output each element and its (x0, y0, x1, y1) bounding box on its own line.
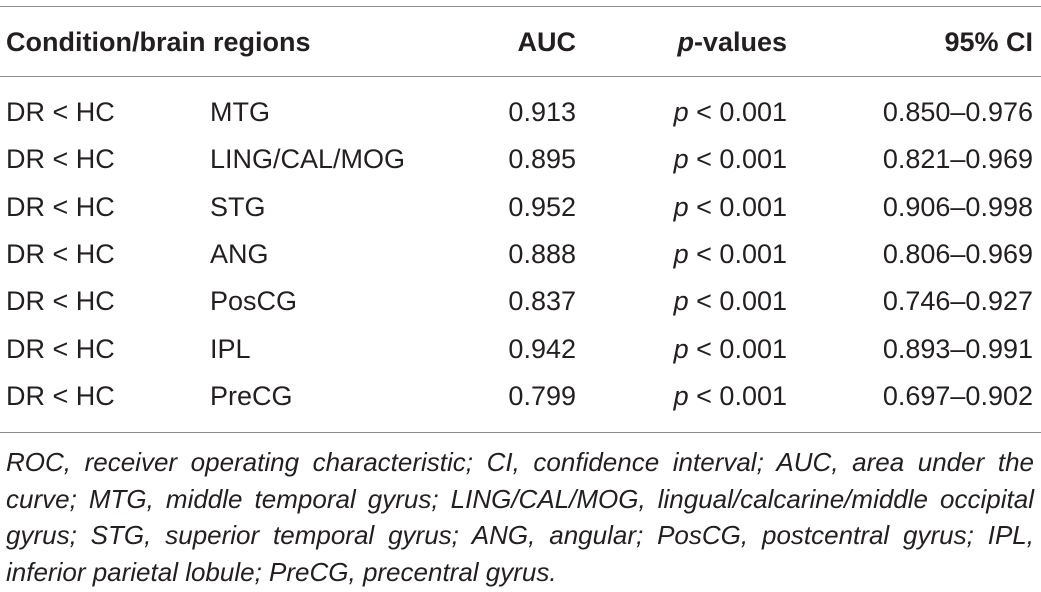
row-p-italic: p (673, 192, 689, 222)
row-region: ANG (210, 239, 269, 269)
row-p-italic: p (673, 97, 689, 127)
row-p-italic: p (673, 334, 689, 364)
row-condition: DR < HC (6, 144, 115, 174)
row-ci: 0.850–0.976 (882, 97, 1033, 127)
row-auc: 0.888 (508, 239, 576, 269)
row-condition: DR < HC (6, 334, 115, 364)
row-p-value: p < 0.001 (674, 238, 787, 270)
header-p-values: p-values (677, 26, 787, 58)
row-condition: DR < HC (6, 192, 115, 222)
row-p-rest: < 0.001 (688, 192, 787, 222)
header-ci: 95% CI (944, 27, 1033, 57)
header-auc: AUC (517, 27, 577, 57)
row-p-italic: p (673, 144, 689, 174)
row-ci: 0.906–0.998 (882, 192, 1033, 222)
row-region: STG (210, 192, 266, 222)
row-ci: 0.821–0.969 (882, 144, 1033, 174)
row-ci: 0.806–0.969 (882, 239, 1033, 269)
row-p-rest: < 0.001 (688, 334, 787, 364)
row-auc: 0.913 (508, 97, 576, 127)
row-condition: DR < HC (6, 286, 115, 316)
table-top-rule (0, 6, 1041, 7)
row-condition: DR < HC (6, 381, 115, 411)
row-p-value: p < 0.001 (674, 285, 787, 317)
header-condition: Condition/brain regions (6, 27, 311, 57)
header-p-rest: -values (693, 27, 787, 57)
row-p-value: p < 0.001 (674, 191, 787, 223)
table-bottom-rule (0, 432, 1041, 433)
table-footnote: ROC, receiver operating characteristic; … (6, 447, 1034, 587)
row-auc: 0.799 (508, 381, 576, 411)
row-auc: 0.895 (508, 144, 576, 174)
row-ci: 0.893–0.991 (882, 334, 1033, 364)
row-region: LING/CAL/MOG (210, 144, 406, 174)
row-region: IPL (210, 334, 251, 364)
row-auc: 0.942 (508, 334, 576, 364)
header-p-italic: p (677, 27, 694, 57)
row-region: PosCG (210, 286, 298, 316)
row-ci: 0.697–0.902 (882, 381, 1033, 411)
row-p-value: p < 0.001 (674, 96, 787, 128)
row-p-rest: < 0.001 (688, 239, 787, 269)
row-p-italic: p (673, 286, 689, 316)
row-condition: DR < HC (6, 97, 115, 127)
row-p-value: p < 0.001 (674, 380, 787, 412)
row-p-rest: < 0.001 (688, 97, 787, 127)
row-region: PreCG (210, 381, 293, 411)
row-p-rest: < 0.001 (688, 144, 787, 174)
row-p-rest: < 0.001 (688, 381, 787, 411)
row-p-italic: p (673, 381, 689, 411)
row-ci: 0.746–0.927 (882, 286, 1033, 316)
row-region: MTG (210, 97, 270, 127)
row-p-italic: p (673, 239, 689, 269)
row-p-value: p < 0.001 (674, 333, 787, 365)
row-condition: DR < HC (6, 239, 115, 269)
row-p-rest: < 0.001 (688, 286, 787, 316)
row-auc: 0.952 (508, 192, 576, 222)
row-auc: 0.837 (508, 286, 576, 316)
table-header-rule (0, 76, 1041, 77)
row-p-value: p < 0.001 (674, 143, 787, 175)
